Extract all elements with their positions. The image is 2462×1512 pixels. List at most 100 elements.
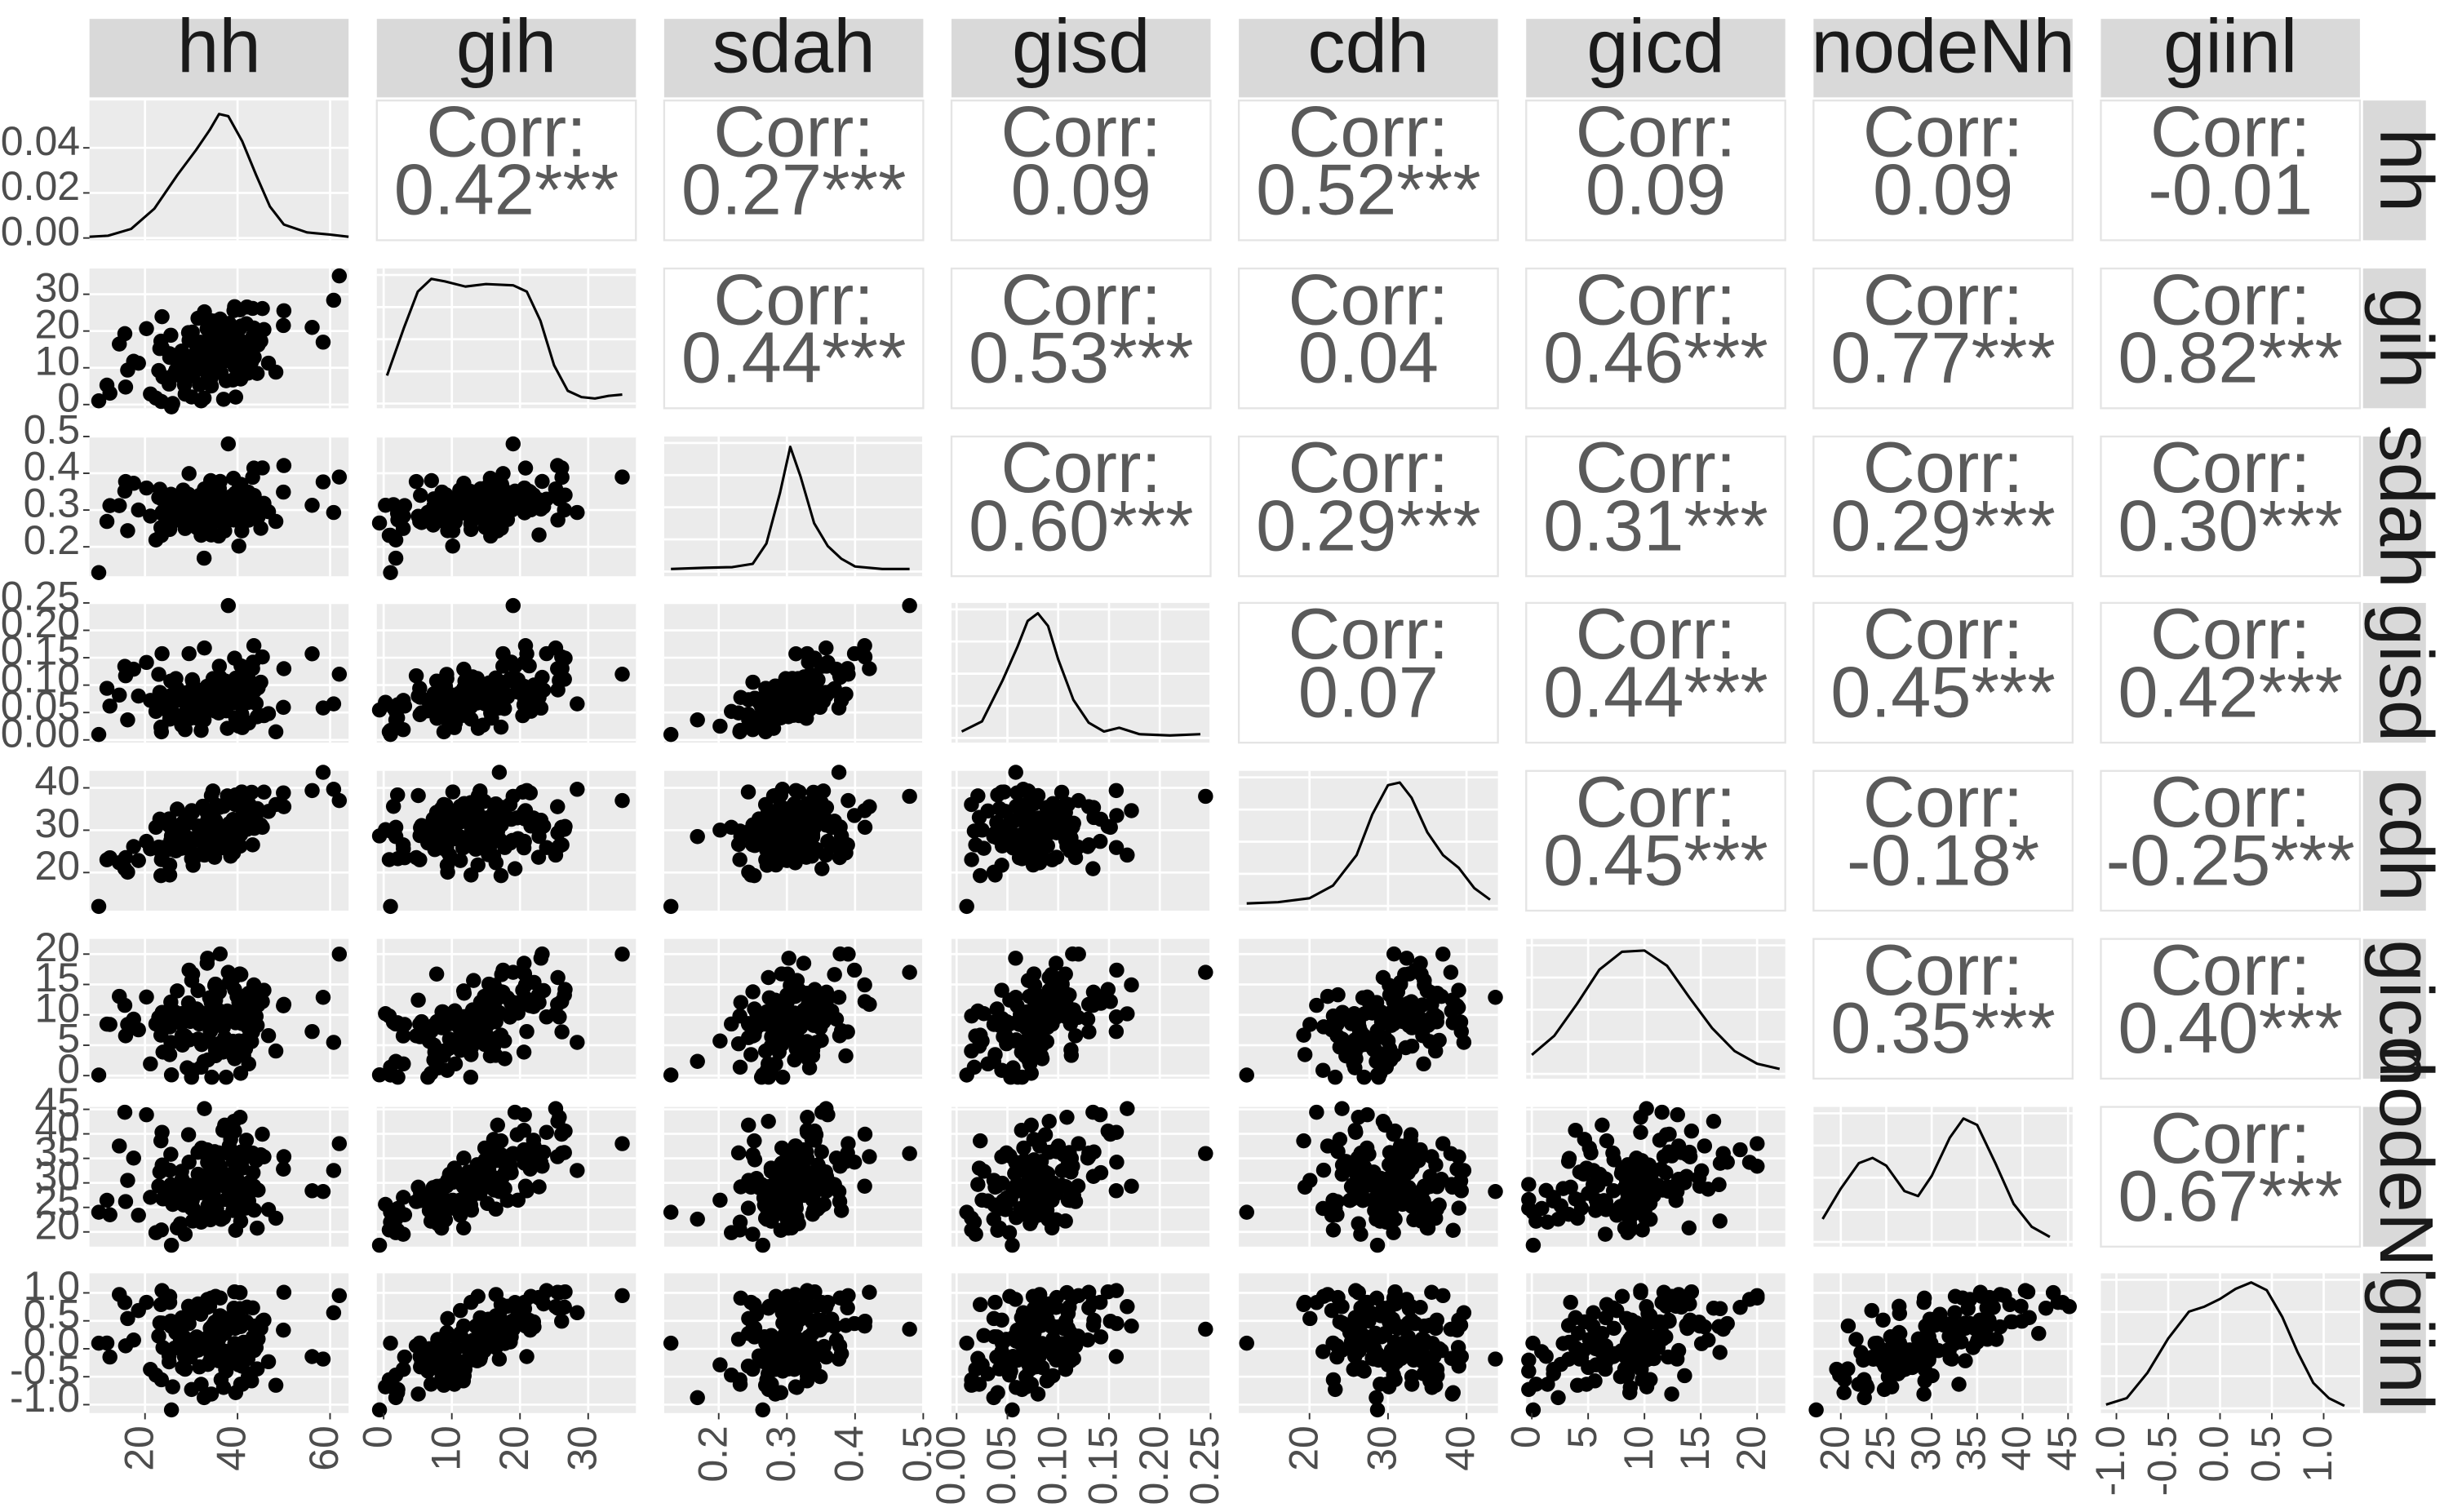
- scatter-point: [234, 523, 250, 539]
- scatter-point: [193, 722, 209, 738]
- scatter-point: [452, 814, 468, 831]
- panel-nodeNh-gisd: [952, 1101, 1213, 1253]
- panel-gisd-hh: [89, 597, 349, 743]
- scatter-point: [505, 1146, 521, 1161]
- scatter-point: [539, 491, 555, 507]
- scatter-point: [1108, 840, 1125, 855]
- scatter-point: [820, 1294, 836, 1310]
- scatter-point: [1356, 1159, 1373, 1175]
- scatter-point: [193, 393, 209, 409]
- scatter-point: [1521, 1177, 1537, 1192]
- row-strip-label-gih: gih: [2364, 288, 2449, 388]
- scatter-point: [570, 1035, 585, 1050]
- scatter-point: [712, 1357, 728, 1372]
- scatter-point: [1009, 1069, 1026, 1085]
- scatter-point: [452, 1338, 468, 1355]
- column-strip-label-gih: gih: [456, 4, 557, 89]
- scatter-point: [759, 1212, 774, 1227]
- scatter-point: [801, 1060, 818, 1075]
- scatter-point: [162, 867, 178, 883]
- scatter-point: [539, 1009, 555, 1025]
- scatter-point: [276, 998, 291, 1013]
- scatter-point: [799, 680, 815, 696]
- scatter-point: [1001, 1016, 1018, 1032]
- scatter-point: [787, 817, 804, 833]
- scatter-point: [1071, 792, 1086, 809]
- scatter-point: [1521, 1352, 1537, 1368]
- panel-nodeNh-sdah: [663, 1101, 925, 1253]
- corr-panel-hh-gicd: [1525, 100, 1786, 242]
- row-strip-gisd: [2362, 602, 2426, 743]
- scatter-point: [410, 1386, 426, 1402]
- scatter-point: [1334, 1101, 1350, 1116]
- scatter-point: [1014, 1044, 1030, 1060]
- scatter-point: [758, 852, 774, 867]
- scatter-point: [2021, 1310, 2037, 1325]
- scatter-point: [1712, 1345, 1728, 1360]
- scatter-point: [1538, 1182, 1554, 1199]
- corr-value-gih-gisd: 0.53***: [969, 317, 1194, 398]
- scatter-point: [231, 817, 246, 833]
- scatter-point: [315, 474, 331, 490]
- scatter-point: [383, 1335, 398, 1351]
- scatter-point: [470, 788, 486, 804]
- scatter-point: [226, 303, 242, 318]
- scatter-point: [1443, 1321, 1459, 1337]
- scatter-point: [747, 1133, 762, 1149]
- scatter-point: [139, 321, 154, 336]
- scatter-point: [111, 855, 127, 871]
- scatter-point: [745, 674, 761, 690]
- scatter-point: [326, 1163, 342, 1178]
- scatter-point: [233, 1144, 249, 1159]
- corr-panel-gisd-giinl: [2100, 601, 2362, 744]
- x-tick-label-giinl: 0.5: [2243, 1426, 2289, 1483]
- scatter-point: [408, 667, 424, 684]
- scatter-point: [463, 867, 479, 883]
- scatter-point: [733, 995, 749, 1010]
- scatter-point: [111, 498, 127, 513]
- scatter-point: [503, 671, 518, 686]
- scatter-point: [732, 1059, 748, 1075]
- row-strip-nodeNh: [2362, 1106, 2426, 1247]
- scatter-point: [148, 1016, 164, 1032]
- corr-value-hh-gicd: 0.09: [1586, 149, 1726, 230]
- scatter-point: [554, 460, 570, 476]
- column-strip-label-gisd: gisd: [1012, 4, 1150, 89]
- panel-sdah-giinl: Corr:0.30***: [2100, 427, 2362, 578]
- scatter-point: [177, 1028, 193, 1044]
- scatter-point: [163, 1067, 180, 1083]
- scatter-point: [1086, 994, 1102, 1009]
- scatter-point: [787, 1052, 802, 1068]
- scatter-point: [383, 1377, 398, 1392]
- scatter-point: [193, 823, 209, 839]
- scatter-point: [213, 365, 229, 381]
- scatter-point: [331, 268, 348, 284]
- panel-hh-hh: [89, 100, 349, 241]
- corr-label: Corr:: [1863, 593, 2024, 674]
- corr-panel-gih-gicd: [1525, 267, 1786, 410]
- scatter-point: [139, 480, 154, 496]
- scatter-point: [972, 1133, 988, 1149]
- scatter-point: [165, 497, 180, 513]
- scatter-point: [383, 898, 398, 915]
- scatter-point: [1430, 1368, 1445, 1384]
- scatter-point: [1377, 1030, 1393, 1045]
- scatter-point: [452, 1011, 468, 1027]
- corr-value-gih-nodeNh: 0.77***: [1830, 317, 2056, 398]
- scatter-point: [740, 692, 756, 707]
- scatter-point: [781, 951, 796, 966]
- scatter-point: [424, 472, 439, 489]
- scatter-point: [1629, 1338, 1644, 1355]
- scatter-point: [1353, 1361, 1369, 1377]
- scatter-point: [799, 1368, 815, 1384]
- scatter-point: [790, 1159, 806, 1175]
- scatter-point: [204, 1352, 220, 1368]
- scatter-point: [184, 805, 201, 820]
- scatter-point: [820, 833, 836, 849]
- scatter-point: [690, 1211, 705, 1227]
- scatter-point: [966, 1377, 983, 1392]
- scatter-point: [227, 1284, 242, 1300]
- scatter-point: [495, 658, 511, 674]
- scatter-point: [120, 523, 135, 539]
- scatter-point: [215, 491, 231, 507]
